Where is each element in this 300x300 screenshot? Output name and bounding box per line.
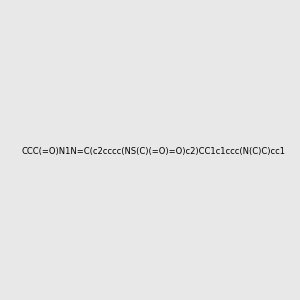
Text: CCC(=O)N1N=C(c2cccc(NS(C)(=O)=O)c2)CC1c1ccc(N(C)C)cc1: CCC(=O)N1N=C(c2cccc(NS(C)(=O)=O)c2)CC1c1… — [22, 147, 286, 156]
